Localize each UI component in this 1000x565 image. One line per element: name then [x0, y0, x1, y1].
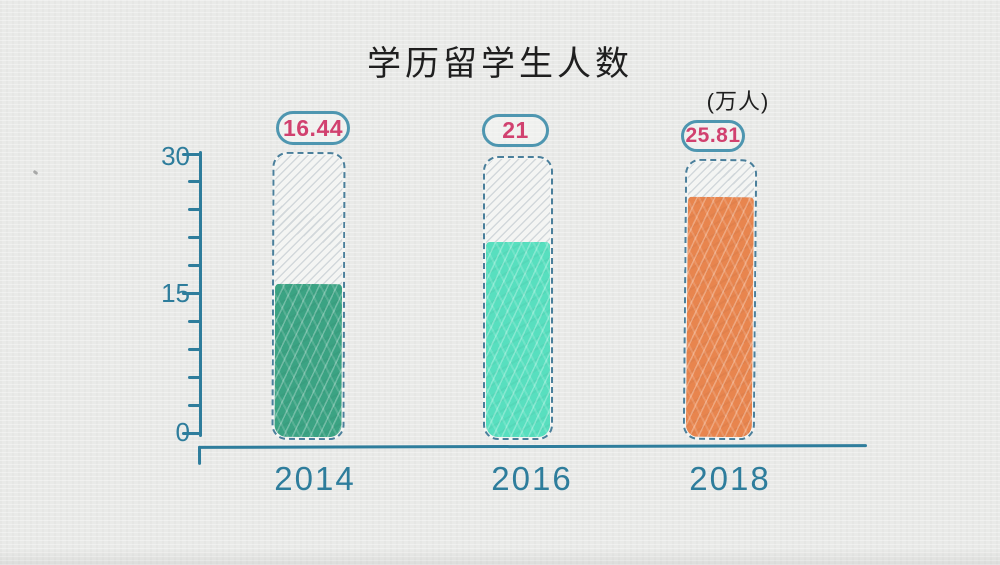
x-axis-line [197, 444, 868, 465]
unit-label: (万人) [706, 89, 770, 114]
bar-fill-2016 [486, 241, 550, 437]
y-minor-tick [188, 375, 201, 379]
y-tick-label-0: 0 [175, 417, 190, 447]
value-label-2014: 16.44 [282, 114, 344, 141]
chart-title: 学历留学生人数 [367, 45, 633, 83]
value-label-2018: 25.81 [685, 124, 741, 147]
y-major-tick [182, 152, 201, 156]
y-minor-tick [188, 264, 201, 268]
y-minor-tick [188, 347, 201, 351]
value-badge-2018: 25.81 [681, 120, 745, 152]
bar-fill-2014 [274, 283, 343, 438]
value-badge-2014: 16.44 [276, 111, 350, 145]
bar-fill-2018 [685, 196, 754, 438]
bar-tube-2014 [271, 151, 346, 441]
y-tick-label-30: 30 [161, 141, 190, 171]
y-minor-tick [188, 180, 201, 184]
y-minor-tick [188, 236, 201, 240]
y-minor-tick [188, 208, 201, 212]
value-badge-2016: 21 [482, 114, 549, 147]
value-label-2016: 21 [502, 117, 529, 143]
paper-speck [32, 169, 39, 176]
x-tick-label-2014: 2014 [274, 460, 356, 497]
bar-tube-2018 [682, 158, 758, 441]
y-major-tick [182, 292, 201, 295]
x-tick-label-2018: 2018 [689, 460, 771, 497]
y-tick-label-15: 15 [161, 278, 190, 308]
x-tick-label-2016: 2016 [491, 460, 573, 497]
bottom-vignette [0, 549, 1000, 565]
x-axis-left-hook [197, 445, 202, 465]
y-minor-tick [188, 403, 201, 407]
bar-tube-2016 [483, 156, 553, 440]
y-major-tick [182, 431, 201, 435]
y-minor-tick [188, 319, 201, 323]
